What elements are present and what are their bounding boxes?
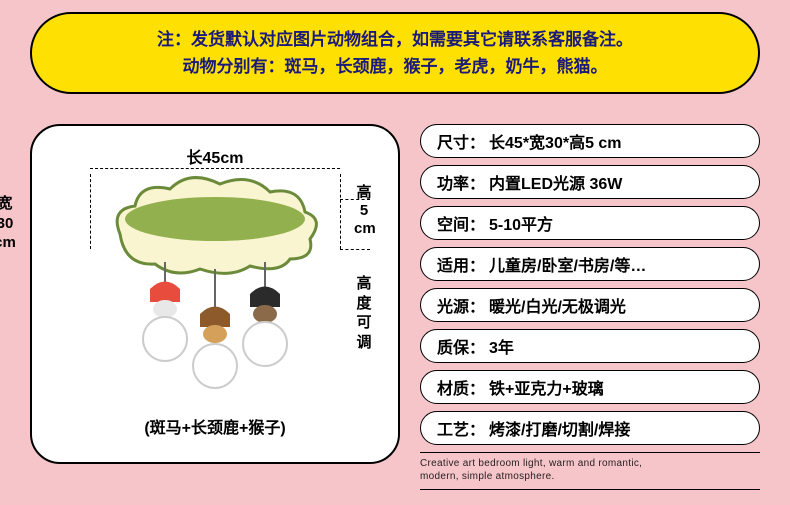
divider [420,452,760,453]
product-illustration [90,174,340,404]
dimension-width: 长45cm [105,144,325,168]
spec-value: 5-10平方 [489,211,553,235]
spec-row-light: 光源： 暖光/白光/无极调光 [420,288,760,322]
spec-value: 儿童房/卧室/书房/等… [489,252,646,276]
spec-row-process: 工艺： 烤漆/打磨/切割/焊接 [420,411,760,445]
spec-label: 空间： [437,211,485,235]
spec-value: 长45*宽30*高5 cm [489,129,622,153]
spec-value: 暖光/白光/无极调光 [489,293,626,317]
spec-label: 适用： [437,252,485,276]
spec-value: 铁+亚克力+玻璃 [489,375,604,399]
spec-label: 材质： [437,375,485,399]
guide-h2 [340,249,370,250]
spec-label: 质保： [437,334,485,358]
spec-label: 光源： [437,293,485,317]
diagram-card: 长45cm [30,124,400,464]
spec-value: 内置LED光源 36W [489,170,622,194]
spec-row-size: 尺寸： 长45*宽30*高5 cm [420,124,760,158]
guide-right [340,174,341,249]
diagram-panel: 长45cm [30,124,400,464]
spec-label: 功率： [437,170,485,194]
spec-value: 烤漆/打磨/切割/焊接 [489,416,630,440]
spec-label: 尺寸： [437,129,485,153]
diagram-caption: (斑马+长颈鹿+猴子) [50,414,380,438]
spec-row-apply: 适用： 儿童房/卧室/书房/等… [420,247,760,281]
guide-top [90,168,340,169]
spec-row-space: 空间： 5-10平方 [420,206,760,240]
divider [420,489,760,490]
spec-label: 工艺： [437,416,485,440]
main-content: 长45cm [30,124,760,494]
dimension-adjustable: 高 度 可 调 [354,274,374,352]
spec-row-material: 材质： 铁+亚克力+玻璃 [420,370,760,404]
dimension-depth: 宽 30 cm [0,194,25,253]
dimension-height: 高 5 cm [354,184,374,238]
spec-row-warranty: 质保： 3年 [420,329,760,363]
english-subtitle: Creative art bedroom light, warm and rom… [420,457,760,483]
notice-line-1: 注：发货默认对应图片动物组合，如需要其它请联系客服备注。 [62,26,728,53]
spec-value: 3年 [489,334,514,358]
notice-line-2: 动物分别有：斑马，长颈鹿，猴子，老虎，奶牛，熊猫。 [62,53,728,80]
notice-banner: 注：发货默认对应图片动物组合，如需要其它请联系客服备注。 动物分别有：斑马，长颈… [30,12,760,94]
specs-column: 尺寸： 长45*宽30*高5 cm 功率： 内置LED光源 36W 空间： 5-… [420,124,760,494]
spec-row-power: 功率： 内置LED光源 36W [420,165,760,199]
notice-content: 注：发货默认对应图片动物组合，如需要其它请联系客服备注。 动物分别有：斑马，长颈… [30,12,760,94]
